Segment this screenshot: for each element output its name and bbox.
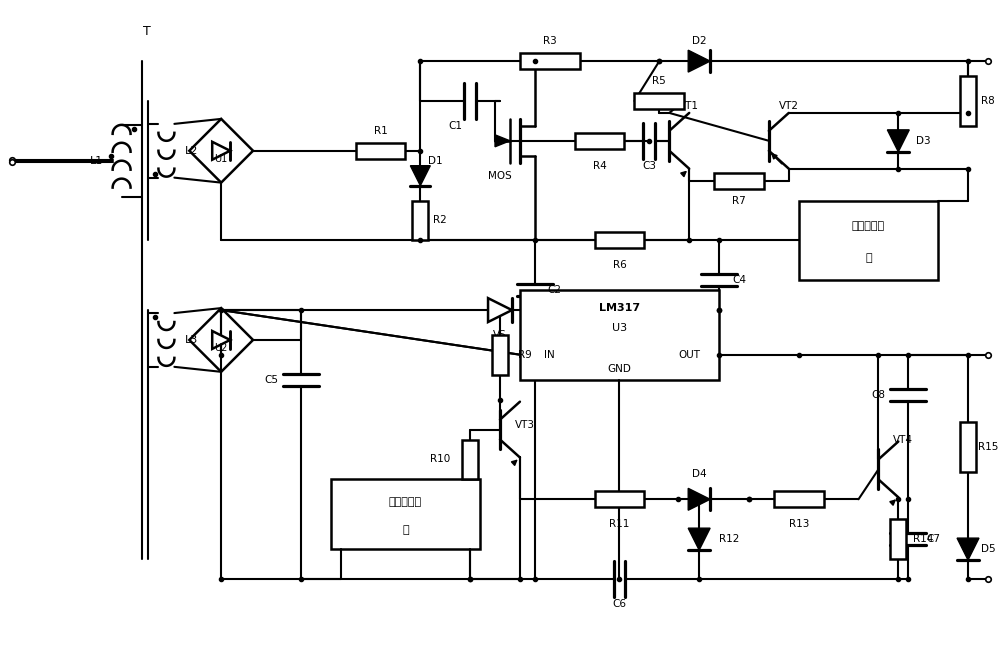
Text: 路: 路: [402, 525, 409, 535]
Bar: [356, 143, 405, 158]
Bar: [960, 422, 976, 472]
Text: VT4: VT4: [893, 434, 913, 445]
Polygon shape: [212, 331, 230, 349]
Bar: [492, 335, 508, 375]
Text: C1: C1: [448, 121, 462, 131]
Polygon shape: [957, 538, 979, 560]
Text: IN: IN: [544, 350, 555, 360]
Text: VT3: VT3: [515, 420, 535, 430]
Text: 电压检测电: 电压检测电: [852, 221, 885, 231]
Bar: [890, 519, 906, 559]
Text: VT1: VT1: [679, 101, 699, 111]
Polygon shape: [688, 528, 710, 550]
Polygon shape: [688, 488, 710, 510]
Text: C5: C5: [264, 375, 278, 385]
Bar: [520, 53, 580, 69]
Bar: [595, 491, 644, 508]
Text: R11: R11: [609, 519, 630, 529]
Text: R3: R3: [543, 36, 557, 46]
Polygon shape: [189, 308, 253, 372]
Text: C6: C6: [612, 599, 626, 609]
Text: LM317: LM317: [599, 303, 640, 313]
Text: R8: R8: [981, 96, 995, 106]
Text: R6: R6: [613, 260, 626, 271]
Polygon shape: [688, 50, 710, 72]
Polygon shape: [887, 130, 909, 152]
Text: R12: R12: [719, 534, 739, 544]
Text: R15: R15: [978, 442, 998, 452]
Bar: [634, 93, 684, 109]
Text: R10: R10: [430, 455, 450, 465]
Text: R4: R4: [593, 160, 606, 171]
Text: L1: L1: [90, 156, 103, 166]
Bar: [575, 133, 624, 148]
Text: VS: VS: [493, 330, 507, 340]
Text: R5: R5: [652, 76, 666, 86]
Text: L3: L3: [185, 335, 198, 345]
Text: T: T: [143, 25, 150, 38]
Text: R1: R1: [374, 126, 387, 136]
Text: R9: R9: [518, 350, 532, 360]
Text: C7: C7: [926, 534, 940, 544]
Text: C8: C8: [871, 389, 885, 399]
Polygon shape: [488, 298, 512, 322]
Text: U1: U1: [215, 154, 228, 164]
Text: D2: D2: [692, 36, 706, 46]
Text: U3: U3: [612, 323, 627, 333]
Polygon shape: [410, 166, 430, 185]
Bar: [960, 76, 976, 126]
Text: C3: C3: [642, 160, 656, 171]
Bar: [774, 491, 824, 508]
Polygon shape: [189, 119, 253, 183]
Text: D4: D4: [692, 469, 706, 479]
Text: C4: C4: [732, 275, 746, 285]
Polygon shape: [495, 135, 510, 147]
Text: R7: R7: [732, 195, 746, 205]
Text: R2: R2: [433, 215, 447, 226]
Bar: [462, 440, 478, 479]
Bar: [595, 232, 644, 248]
Bar: [331, 479, 480, 549]
Text: C2: C2: [548, 285, 562, 295]
Bar: [714, 173, 764, 189]
Text: U2: U2: [214, 343, 228, 353]
Text: VT2: VT2: [779, 101, 799, 111]
Text: R14: R14: [913, 534, 933, 544]
Text: 路: 路: [865, 253, 872, 263]
Text: R13: R13: [789, 519, 809, 529]
Text: D1: D1: [428, 156, 443, 166]
Text: OUT: OUT: [678, 350, 700, 360]
Polygon shape: [212, 142, 230, 160]
Text: MOS: MOS: [488, 171, 512, 181]
Text: GND: GND: [608, 364, 631, 374]
Text: 过压保护电: 过压保护电: [389, 497, 422, 507]
Text: L2: L2: [185, 146, 198, 156]
Bar: [520, 290, 719, 379]
Text: D3: D3: [916, 136, 931, 146]
Text: D5: D5: [981, 544, 995, 554]
Bar: [412, 201, 428, 240]
Bar: [799, 201, 938, 280]
